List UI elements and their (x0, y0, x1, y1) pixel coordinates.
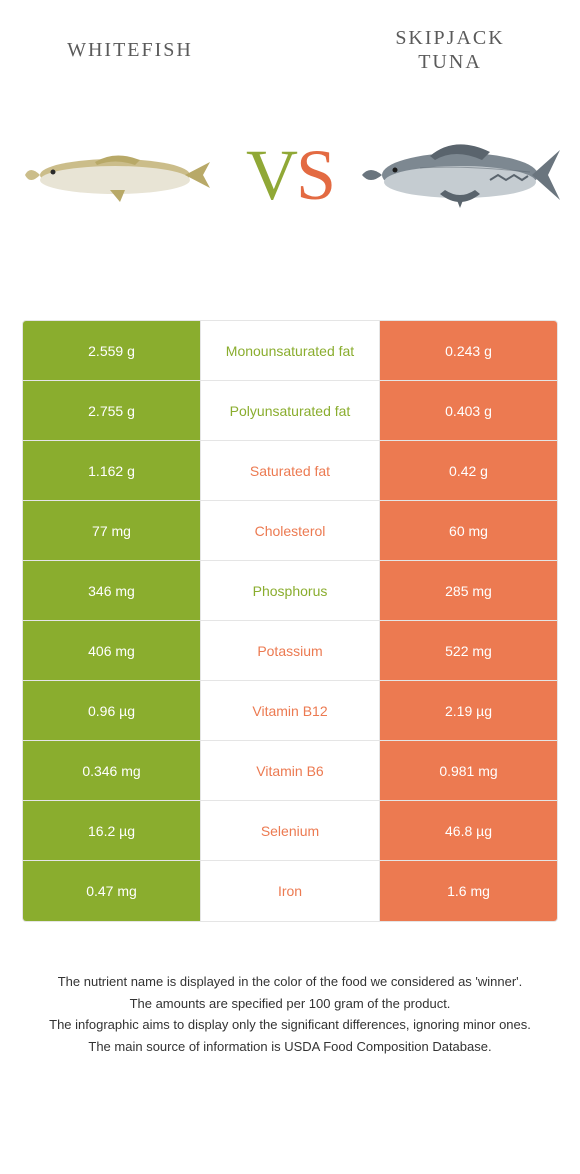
right-value: 0.243 g (379, 321, 557, 380)
left-value: 1.162 g (23, 441, 201, 500)
left-value: 346 mg (23, 561, 201, 620)
right-value: 2.19 µg (379, 681, 557, 740)
nutrient-label: Potassium (201, 621, 379, 680)
table-row: 406 mgPotassium522 mg (23, 621, 557, 681)
right-value: 0.981 mg (379, 741, 557, 800)
table-row: 2.559 gMonounsaturated fat0.243 g (23, 321, 557, 381)
right-value: 0.42 g (379, 441, 557, 500)
right-value: 46.8 µg (379, 801, 557, 860)
nutrient-label: Polyunsaturated fat (201, 381, 379, 440)
table-row: 1.162 gSaturated fat0.42 g (23, 441, 557, 501)
table-row: 346 mgPhosphorus285 mg (23, 561, 557, 621)
right-value: 1.6 mg (379, 861, 557, 921)
right-value: 0.403 g (379, 381, 557, 440)
table-row: 0.346 mgVitamin B60.981 mg (23, 741, 557, 801)
table-row: 77 mgCholesterol60 mg (23, 501, 557, 561)
whitefish-image (20, 115, 220, 235)
nutrient-label: Selenium (201, 801, 379, 860)
nutrient-label: Vitamin B6 (201, 741, 379, 800)
footer-notes: The nutrient name is displayed in the co… (0, 972, 580, 1056)
right-value: 60 mg (379, 501, 557, 560)
right-value: 522 mg (379, 621, 557, 680)
left-value: 0.47 mg (23, 861, 201, 921)
footer-line-4: The main source of information is USDA F… (30, 1037, 550, 1057)
left-value: 0.96 µg (23, 681, 201, 740)
nutrient-label: Cholesterol (201, 501, 379, 560)
images-row: VS (0, 90, 580, 260)
tuna-image (360, 115, 560, 235)
nutrient-label: Vitamin B12 (201, 681, 379, 740)
footer-line-1: The nutrient name is displayed in the co… (30, 972, 550, 992)
nutrient-label: Iron (201, 861, 379, 921)
table-row: 0.96 µgVitamin B122.19 µg (23, 681, 557, 741)
nutrient-label: Saturated fat (201, 441, 379, 500)
vs-v: V (246, 135, 296, 215)
left-value: 406 mg (23, 621, 201, 680)
right-value: 285 mg (379, 561, 557, 620)
right-title: SKIPJACKTUNA (350, 26, 550, 74)
header: WHITEFISH SKIPJACKTUNA (0, 0, 580, 90)
left-title: WHITEFISH (30, 39, 230, 62)
comparison-table: 2.559 gMonounsaturated fat0.243 g2.755 g… (22, 320, 558, 922)
left-value: 16.2 µg (23, 801, 201, 860)
nutrient-label: Monounsaturated fat (201, 321, 379, 380)
table-row: 16.2 µgSelenium46.8 µg (23, 801, 557, 861)
table-row: 2.755 gPolyunsaturated fat0.403 g (23, 381, 557, 441)
vs-s: S (296, 135, 334, 215)
nutrient-label: Phosphorus (201, 561, 379, 620)
left-value: 2.559 g (23, 321, 201, 380)
footer-line-3: The infographic aims to display only the… (30, 1015, 550, 1035)
left-value: 2.755 g (23, 381, 201, 440)
table-row: 0.47 mgIron1.6 mg (23, 861, 557, 921)
left-value: 77 mg (23, 501, 201, 560)
vs-label: VS (246, 134, 334, 217)
footer-line-2: The amounts are specified per 100 gram o… (30, 994, 550, 1014)
left-value: 0.346 mg (23, 741, 201, 800)
